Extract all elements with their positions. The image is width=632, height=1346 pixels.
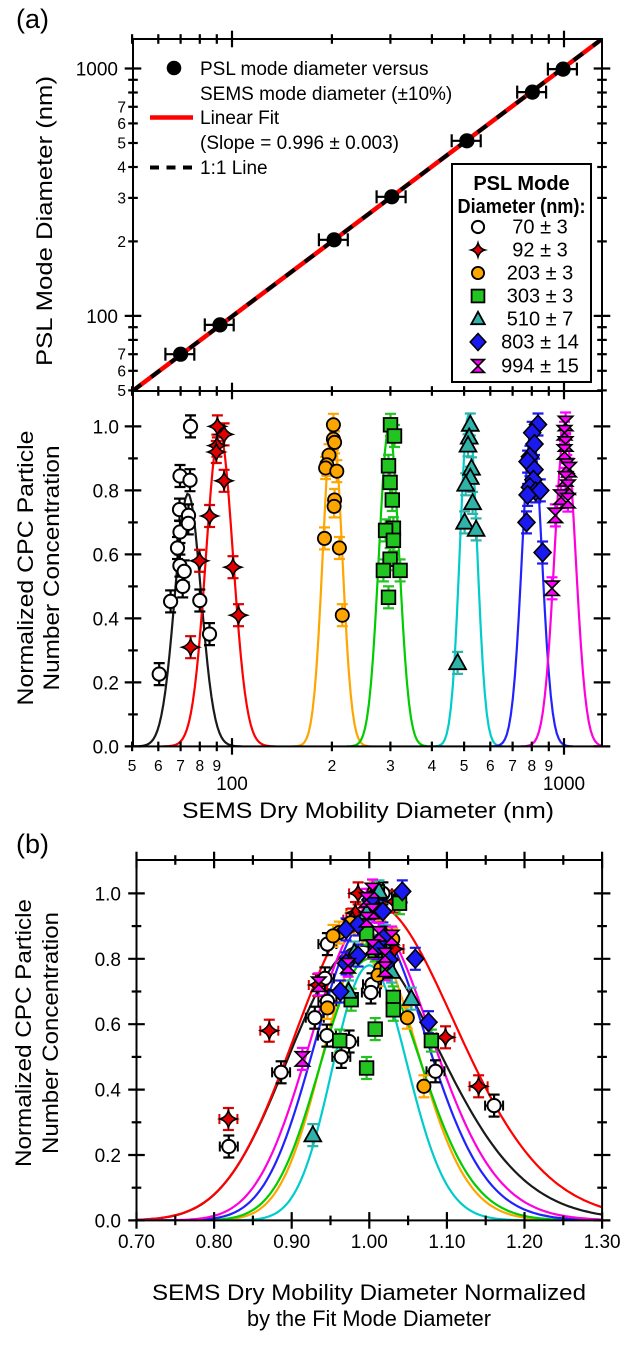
svg-text:5: 5 [117, 136, 126, 153]
svg-text:1.30: 1.30 [584, 1232, 621, 1253]
svg-text:7: 7 [117, 347, 126, 364]
svg-text:5: 5 [117, 383, 126, 400]
svg-text:2: 2 [117, 234, 126, 251]
svg-text:1000: 1000 [76, 60, 118, 81]
svg-text:7: 7 [176, 758, 185, 775]
svg-text:0.2: 0.2 [93, 673, 119, 694]
svg-text:Linear Fit: Linear Fit [200, 108, 280, 129]
svg-text:1.0: 1.0 [95, 884, 121, 905]
svg-text:0.6: 0.6 [93, 545, 119, 566]
svg-text:2: 2 [328, 758, 337, 775]
svg-text:4: 4 [428, 758, 437, 775]
svg-text:0.0: 0.0 [95, 1211, 121, 1232]
svg-text:994 ± 15: 994 ± 15 [501, 356, 579, 378]
svg-text:PSL Mode Diameter (nm): PSL Mode Diameter (nm) [32, 76, 57, 366]
svg-text:(a): (a) [16, 4, 49, 34]
svg-text:9: 9 [544, 758, 553, 775]
svg-text:0.6: 0.6 [95, 1015, 121, 1036]
svg-text:6: 6 [486, 758, 495, 775]
svg-text:SEMS Dry Mobility Diameter Nor: SEMS Dry Mobility Diameter Normalized [152, 1280, 586, 1305]
svg-text:by the Fit Mode Diameter: by the Fit Mode Diameter [247, 1306, 491, 1331]
svg-text:8: 8 [527, 758, 536, 775]
svg-text:Number Concentration: Number Concentration [38, 912, 63, 1154]
svg-text:0.80: 0.80 [196, 1232, 233, 1253]
svg-text:6: 6 [117, 363, 126, 380]
svg-text:0.4: 0.4 [95, 1081, 122, 1102]
svg-text:3: 3 [117, 190, 126, 207]
svg-text:Normalized CPC Particle: Normalized CPC Particle [11, 899, 36, 1167]
svg-text:0.8: 0.8 [95, 950, 121, 971]
svg-text:92 ± 3: 92 ± 3 [512, 240, 567, 262]
svg-text:PSL mode diameter versus: PSL mode diameter versus [200, 59, 428, 80]
svg-text:1.00: 1.00 [351, 1232, 388, 1253]
svg-text:Diameter (nm):: Diameter (nm): [458, 196, 586, 218]
svg-text:6: 6 [117, 116, 126, 133]
svg-text:3: 3 [386, 758, 395, 775]
svg-text:803 ± 14: 803 ± 14 [501, 332, 579, 354]
svg-text:7: 7 [508, 758, 517, 775]
svg-text:1:1 Line: 1:1 Line [200, 158, 268, 179]
svg-text:SEMS Dry Mobility Diameter (nm: SEMS Dry Mobility Diameter (nm) [182, 798, 554, 823]
svg-text:0.2: 0.2 [95, 1146, 121, 1167]
svg-text:8: 8 [195, 758, 204, 775]
svg-text:5: 5 [128, 758, 137, 775]
svg-text:Normalized CPC Particle: Normalized CPC Particle [13, 431, 38, 706]
svg-text:0.70: 0.70 [118, 1232, 155, 1253]
svg-text:1000: 1000 [543, 774, 585, 795]
svg-text:PSL Mode: PSL Mode [473, 173, 569, 195]
svg-text:7: 7 [117, 99, 126, 116]
svg-text:100: 100 [216, 774, 248, 795]
svg-text:303 ± 3: 303 ± 3 [507, 286, 574, 308]
svg-text:1.20: 1.20 [506, 1232, 543, 1253]
svg-text:(Slope = 0.996 ± 0.003): (Slope = 0.996 ± 0.003) [200, 133, 399, 154]
svg-text:(b): (b) [16, 829, 49, 859]
svg-text:510 ± 7: 510 ± 7 [507, 309, 574, 331]
svg-text:Number Concentration: Number Concentration [39, 446, 64, 691]
svg-text:6: 6 [154, 758, 163, 775]
svg-text:SEMS mode diameter (±10%): SEMS mode diameter (±10%) [200, 84, 452, 105]
svg-text:203 ± 3: 203 ± 3 [507, 263, 574, 285]
svg-text:4: 4 [117, 160, 126, 177]
svg-text:0.4: 0.4 [93, 609, 120, 630]
svg-text:1.0: 1.0 [93, 417, 119, 438]
svg-text:70 ± 3: 70 ± 3 [512, 217, 567, 239]
svg-text:0.90: 0.90 [273, 1232, 310, 1253]
svg-text:1.10: 1.10 [428, 1232, 465, 1253]
svg-text:0.8: 0.8 [93, 481, 119, 502]
svg-text:9: 9 [212, 758, 221, 775]
svg-text:0.0: 0.0 [93, 737, 119, 758]
svg-text:5: 5 [460, 758, 469, 775]
svg-text:100: 100 [86, 307, 118, 328]
